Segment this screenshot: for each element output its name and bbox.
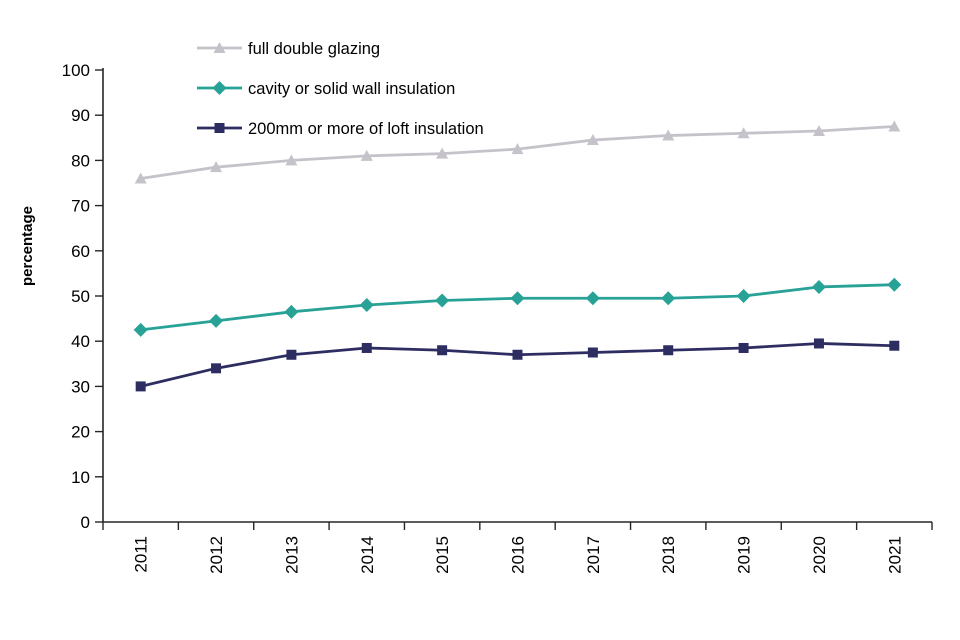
x-axis-tick-label: 2013 [282,536,301,574]
y-axis-tick-label: 0 [81,513,90,532]
data-point-marker-200mm-or-more-of-loft-insulation [437,345,448,356]
legend-marker-full-double-glazing [213,42,226,53]
legend-marker-200mm-or-more-of-loft-insulation [214,123,225,133]
data-point-marker-cavity-or-solid-wall-insulation [284,304,299,319]
data-point-marker-200mm-or-more-of-loft-insulation [813,338,824,349]
data-point-marker-full-double-glazing [662,129,675,141]
data-point-marker-cavity-or-solid-wall-insulation [811,279,826,294]
data-point-marker-cavity-or-solid-wall-insulation [887,277,902,292]
y-axis-tick-label: 10 [71,468,90,487]
legend: full double glazing cavity or solid wall … [197,40,484,138]
series-full-double-glazing [134,120,901,184]
legend-item-full-double-glazing: full double glazing [197,40,380,58]
y-axis-tick-label: 90 [71,106,90,125]
data-point-marker-cavity-or-solid-wall-insulation [661,291,676,306]
data-point-marker-full-double-glazing [436,147,449,159]
data-point-marker-cavity-or-solid-wall-insulation [736,289,751,303]
series-cavity-or-solid-wall-insulation [133,277,902,337]
data-point-marker-full-double-glazing [586,134,599,146]
data-point-marker-cavity-or-solid-wall-insulation [133,322,148,337]
y-axis-tick-label: 60 [71,242,90,261]
x-axis-tick-label: 2021 [885,536,904,574]
data-point-marker-200mm-or-more-of-loft-insulation [135,381,146,392]
legend-item-cavity-or-solid-wall-insulation: cavity or solid wall insulation [197,80,455,98]
x-axis-tick-label: 2012 [207,536,226,574]
data-point-marker-200mm-or-more-of-loft-insulation [512,349,523,360]
y-axis-tick-label: 30 [71,377,90,396]
x-axis-tick-label: 2018 [659,536,678,574]
x-axis-tick-label: 2016 [509,536,528,574]
y-axis-label: percentage [19,206,36,286]
x-axis-tick-label: 2011 [132,536,151,573]
x-axis-tick-label: 2019 [735,536,754,574]
y-axis-tick-label: 70 [71,197,90,216]
x-axis-tick-label: 2017 [584,536,603,574]
data-point-marker-200mm-or-more-of-loft-insulation [663,345,674,356]
legend-item-label: cavity or solid wall insulation [248,80,455,98]
legend-item-label: full double glazing [248,40,380,58]
y-axis-tick-label: 20 [71,423,90,442]
data-point-marker-200mm-or-more-of-loft-insulation [738,342,749,353]
y-axis-tick-label: 100 [62,61,90,80]
data-point-marker-cavity-or-solid-wall-insulation [359,298,374,313]
data-point-marker-full-double-glazing [360,149,373,161]
data-point-marker-cavity-or-solid-wall-insulation [585,291,600,306]
data-point-marker-200mm-or-more-of-loft-insulation [361,342,372,353]
data-point-marker-cavity-or-solid-wall-insulation [510,291,525,306]
data-point-marker-200mm-or-more-of-loft-insulation [286,349,297,360]
x-axis-tick-label: 2014 [358,536,377,574]
legend-item-200mm-or-more-of-loft-insulation: 200mm or more of loft insulation [197,120,484,138]
data-point-marker-full-double-glazing [737,127,750,139]
y-axis-tick-label: 80 [71,151,90,170]
legend-marker-cavity-or-solid-wall-insulation [212,81,227,95]
x-axis-tick-label: 2020 [810,536,829,574]
data-point-marker-full-double-glazing [888,120,901,132]
data-point-marker-full-double-glazing [812,125,825,137]
data-point-marker-cavity-or-solid-wall-insulation [209,313,224,328]
data-point-marker-full-double-glazing [134,172,147,184]
data-point-marker-200mm-or-more-of-loft-insulation [587,347,598,358]
data-point-marker-full-double-glazing [210,161,223,173]
data-point-marker-full-double-glazing [511,143,524,155]
data-point-marker-cavity-or-solid-wall-insulation [435,293,450,308]
x-axis-tick-label: 2015 [433,536,452,574]
data-point-marker-200mm-or-more-of-loft-insulation [889,340,900,351]
y-axis-tick-label: 40 [71,332,90,351]
legend-item-label: 200mm or more of loft insulation [248,120,484,138]
data-point-marker-full-double-glazing [285,154,298,166]
series-200mm-or-more-of-loft-insulation [135,338,900,392]
y-axis-tick-label: 50 [71,287,90,306]
data-point-marker-200mm-or-more-of-loft-insulation [211,363,222,374]
